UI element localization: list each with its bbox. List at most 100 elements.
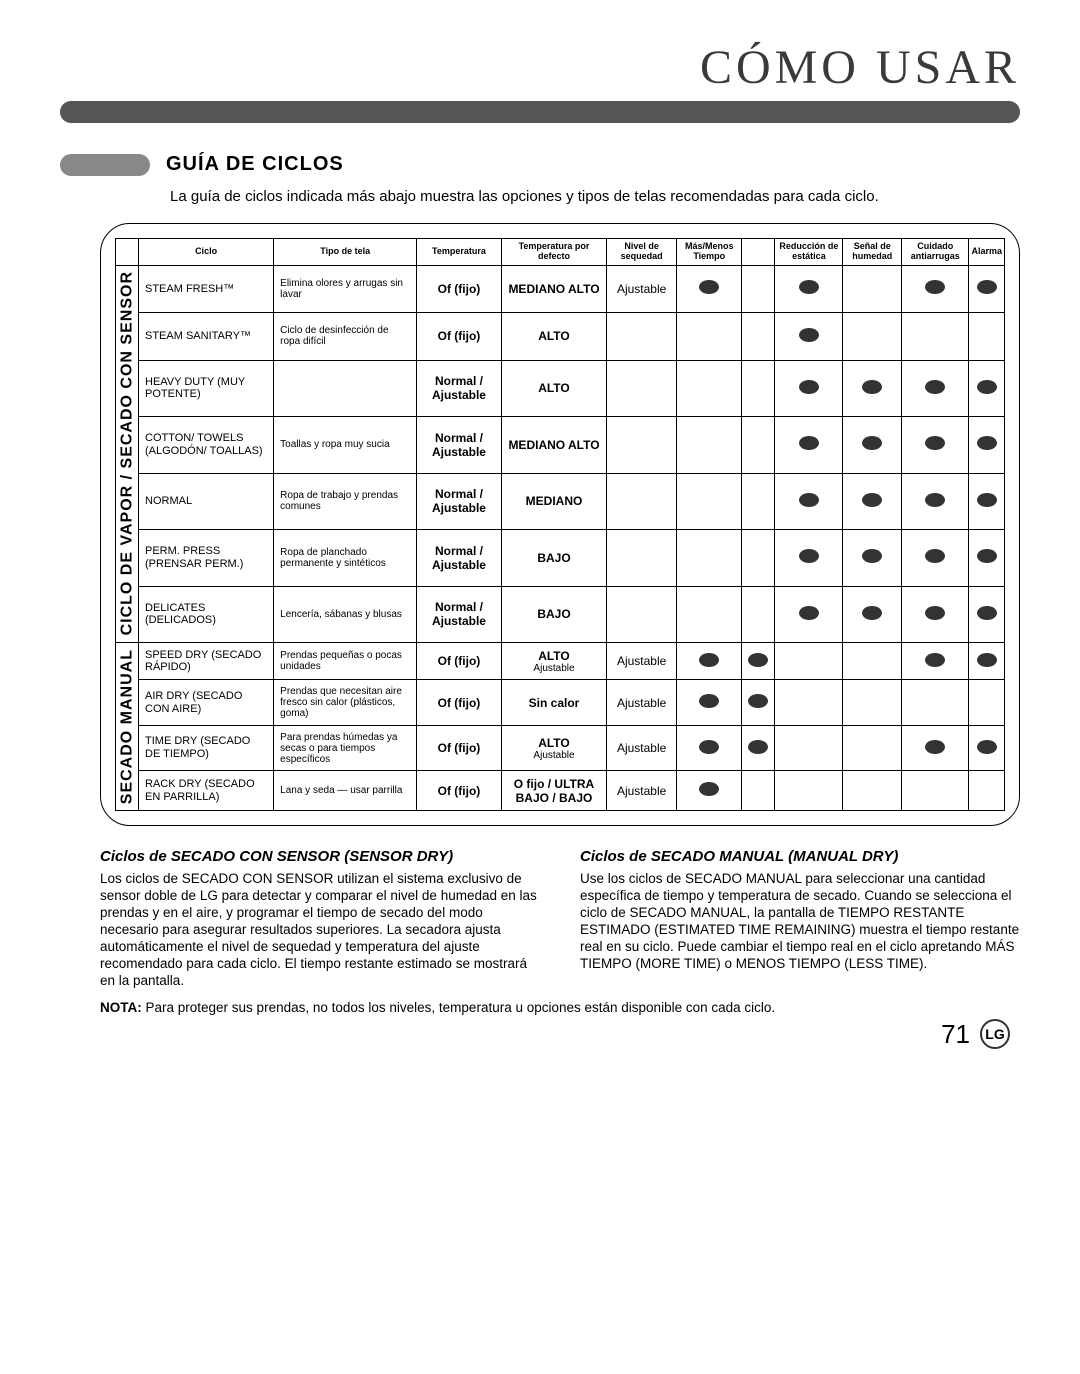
dot-icon xyxy=(799,549,819,563)
th-d4: Cuidado antiarrugas xyxy=(902,239,969,266)
cycle-table-container: Ciclo Tipo de tela Temperatura Temperatu… xyxy=(100,223,1020,826)
cycle-name: RACK DRY (SECADO EN PARRILLA) xyxy=(139,771,274,811)
th-cycle: Ciclo xyxy=(139,239,274,266)
dot-icon xyxy=(925,493,945,507)
option-dot xyxy=(775,680,843,725)
option-dot xyxy=(775,643,843,680)
th-d5: Alarma xyxy=(969,239,1005,266)
temp-setting: Normal / Ajustable xyxy=(417,360,502,417)
default-temp: BAJO xyxy=(501,530,606,587)
option-dot xyxy=(677,771,742,811)
group-header: SECADO MANUAL xyxy=(116,643,139,811)
option-dot xyxy=(742,473,775,530)
temp-setting: Of (fijo) xyxy=(417,643,502,680)
right-col-title: Ciclos de SECADO MANUAL (MANUAL DRY) xyxy=(580,848,1020,865)
default-temp: ALTOAjustable xyxy=(501,725,606,770)
dot-icon xyxy=(799,280,819,294)
option-dot xyxy=(843,530,902,587)
option-dot xyxy=(843,360,902,417)
default-temp: ALTO xyxy=(501,313,606,360)
option-dot xyxy=(843,643,902,680)
cycle-name: STEAM SANITARY™ xyxy=(139,313,274,360)
option-dot xyxy=(969,680,1005,725)
default-temp: ALTO xyxy=(501,360,606,417)
option-dot xyxy=(775,313,843,360)
dot-icon xyxy=(925,740,945,754)
option-dot xyxy=(742,680,775,725)
option-dot xyxy=(902,771,969,811)
option-dot xyxy=(902,417,969,474)
option-dot xyxy=(969,473,1005,530)
dry-level: Ajustable xyxy=(607,725,677,770)
th-dry: Nivel de sequedad xyxy=(607,239,677,266)
temp-setting: Of (fijo) xyxy=(417,725,502,770)
option-dot xyxy=(775,473,843,530)
cycle-table: Ciclo Tipo de tela Temperatura Temperatu… xyxy=(115,238,1005,811)
option-dot xyxy=(677,680,742,725)
option-dot xyxy=(902,473,969,530)
th-group xyxy=(116,239,139,266)
option-dot xyxy=(902,643,969,680)
option-dot xyxy=(742,417,775,474)
temp-setting: Of (fijo) xyxy=(417,265,502,312)
dry-level: Ajustable xyxy=(607,771,677,811)
th-default: Temperatura por defecto xyxy=(501,239,606,266)
option-dot xyxy=(742,530,775,587)
option-dot xyxy=(969,265,1005,312)
intro-text: La guía de ciclos indicada más abajo mue… xyxy=(170,188,1020,205)
temp-setting: Of (fijo) xyxy=(417,771,502,811)
dot-icon xyxy=(748,694,768,708)
option-dot xyxy=(969,586,1005,643)
dot-icon xyxy=(925,436,945,450)
dot-icon xyxy=(862,606,882,620)
option-dot xyxy=(843,417,902,474)
option-dot xyxy=(775,265,843,312)
cycle-name: PERM. PRESS (PRENSAR PERM.) xyxy=(139,530,274,587)
fabric-type xyxy=(274,360,417,417)
dry-level xyxy=(607,473,677,530)
page-title: CÓMO USAR xyxy=(60,40,1020,95)
option-dot xyxy=(677,313,742,360)
dry-level: Ajustable xyxy=(607,643,677,680)
option-dot xyxy=(902,313,969,360)
option-dot xyxy=(775,530,843,587)
fabric-type: Elimina olores y arrugas sin lavar xyxy=(274,265,417,312)
fabric-type: Para prendas húmedas ya secas o para tie… xyxy=(274,725,417,770)
dot-icon xyxy=(862,436,882,450)
dry-level xyxy=(607,360,677,417)
right-col-text: Use los ciclos de SECADO MANUAL para sel… xyxy=(580,871,1020,972)
option-dot xyxy=(677,643,742,680)
temp-setting: Normal / Ajustable xyxy=(417,586,502,643)
fabric-type: Lencería, sábanas y blusas xyxy=(274,586,417,643)
th-temp: Temperatura xyxy=(417,239,502,266)
option-dot xyxy=(843,586,902,643)
default-temp: O fijo / ULTRA BAJO / BAJO xyxy=(501,771,606,811)
option-dot xyxy=(843,313,902,360)
option-dot xyxy=(843,680,902,725)
option-dot xyxy=(742,586,775,643)
dot-icon xyxy=(977,280,997,294)
option-dot xyxy=(843,473,902,530)
option-dot xyxy=(677,360,742,417)
dry-level xyxy=(607,530,677,587)
default-temp: MEDIANO ALTO xyxy=(501,265,606,312)
dot-icon xyxy=(748,740,768,754)
dot-icon xyxy=(925,549,945,563)
dot-icon xyxy=(862,380,882,394)
fabric-type: Prendas que necesitan aire fresco sin ca… xyxy=(274,680,417,725)
default-temp: BAJO xyxy=(501,586,606,643)
dot-icon xyxy=(977,740,997,754)
th-d2: Reducción de estática xyxy=(775,239,843,266)
dot-icon xyxy=(977,653,997,667)
option-dot xyxy=(843,725,902,770)
dry-level: Ajustable xyxy=(607,680,677,725)
option-dot xyxy=(775,360,843,417)
dot-icon xyxy=(799,328,819,342)
option-dot xyxy=(677,265,742,312)
lg-logo: LG xyxy=(980,1019,1010,1049)
dot-icon xyxy=(977,436,997,450)
temp-setting: Of (fijo) xyxy=(417,680,502,725)
dot-icon xyxy=(799,380,819,394)
option-dot xyxy=(677,725,742,770)
dot-icon xyxy=(925,653,945,667)
